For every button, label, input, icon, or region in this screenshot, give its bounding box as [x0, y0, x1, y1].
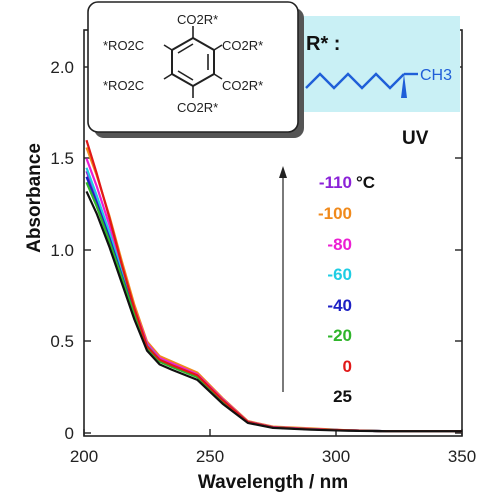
x-tick-label: 200 [70, 447, 98, 466]
x-tick-label: 300 [322, 447, 350, 466]
series-line [85, 158, 462, 433]
series-line [85, 181, 462, 433]
rstar-panel: R* : CH3 [298, 16, 460, 112]
alkyl-chain [305, 72, 405, 90]
y-tick-label: 1.0 [50, 241, 74, 260]
series-line [85, 167, 462, 433]
ring-double-bond [177, 43, 194, 54]
inset-box [87, 1, 299, 133]
series-line [85, 176, 462, 433]
y-axis: 0 0.5 1.0 1.5 2.0 [50, 58, 462, 443]
series-line [85, 139, 462, 433]
series-line [85, 190, 462, 433]
x-tick-label: 350 [448, 447, 476, 466]
x-axis-title: Wavelength / nm [198, 472, 348, 493]
structure-inset: CO2R* *RO2C CO2R* *RO2C CO2R* CO2R* [87, 1, 304, 138]
legend-unit: °C [356, 173, 375, 192]
y-tick-label: 1.5 [50, 149, 74, 168]
uv-annotation: UV [402, 128, 429, 149]
substituent-bond [163, 73, 173, 80]
y-tick-label: 0.5 [50, 332, 74, 351]
structure-group-lower-left: *RO2C [103, 78, 144, 93]
legend-label: -40 [327, 296, 352, 315]
stereo-wedge [401, 74, 407, 98]
methyl-label: CH3 [420, 67, 452, 84]
legend: -110 °C -100 -80 -60 -40 -20 0 25 [279, 166, 375, 406]
ring-double-bond [177, 70, 194, 81]
substituent-bond [213, 73, 223, 80]
legend-label: 25 [333, 387, 352, 406]
legend-label: -80 [327, 235, 352, 254]
series-line [85, 147, 462, 433]
structure-group-upper-left: *RO2C [103, 38, 144, 53]
substituent-bond [163, 44, 173, 51]
rstar-background [298, 16, 460, 112]
legend-label: 0 [343, 357, 352, 376]
structure-group-upper-right: CO2R* [222, 38, 263, 53]
legend-label: -100 [318, 204, 352, 223]
series-layer [85, 139, 462, 433]
structure-group-lower-right: CO2R* [222, 78, 263, 93]
x-tick-label: 250 [196, 447, 224, 466]
y-tick-label: 0 [65, 424, 74, 443]
y-tick-label: 2.0 [50, 58, 74, 77]
legend-label: -60 [327, 265, 352, 284]
legend-label: -110 [319, 173, 352, 192]
series-line [85, 170, 462, 433]
y-axis-title: Absorbance [24, 143, 45, 253]
structure-group-top: CO2R* [177, 12, 218, 27]
substituent-bond [213, 44, 223, 51]
legend-arrow-head [279, 166, 287, 178]
structure-group-bottom: CO2R* [177, 100, 218, 115]
legend-label: -20 [327, 326, 352, 345]
rstar-label: R* : [306, 33, 340, 55]
